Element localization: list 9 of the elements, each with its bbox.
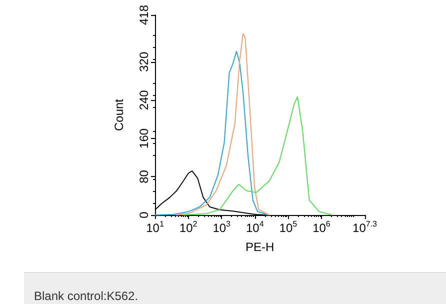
y-axis-title: Count (112, 98, 126, 132)
y-tick-label: 320 (137, 52, 151, 72)
x-axis-title: PE-H (246, 240, 274, 254)
y-tick-label: 80 (137, 170, 151, 184)
text: Blank control:K562. (34, 289, 138, 303)
y-tick-label: 0 (137, 211, 151, 218)
y-tick-label: 240 (137, 90, 151, 110)
y-tick-label: 418 (137, 4, 151, 26)
y-tick-label: 160 (137, 128, 151, 148)
